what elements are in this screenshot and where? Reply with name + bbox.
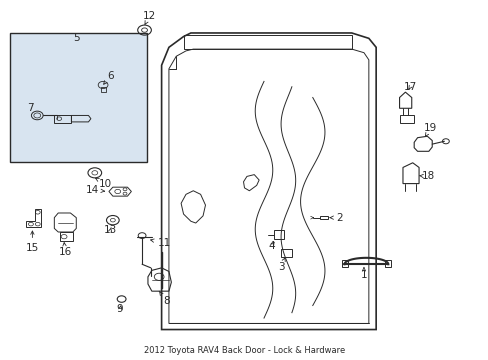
- Text: 11: 11: [150, 238, 170, 248]
- Text: 12: 12: [142, 11, 156, 24]
- Text: 10: 10: [96, 178, 112, 189]
- Text: 14: 14: [85, 185, 104, 195]
- Text: 1: 1: [360, 267, 366, 280]
- Text: 5: 5: [73, 33, 80, 43]
- Text: 15: 15: [26, 231, 39, 253]
- Text: 2012 Toyota RAV4 Back Door - Lock & Hardware: 2012 Toyota RAV4 Back Door - Lock & Hard…: [143, 346, 345, 355]
- Text: 16: 16: [58, 243, 72, 257]
- Text: 19: 19: [423, 123, 436, 136]
- Text: 8: 8: [159, 291, 169, 306]
- Text: 6: 6: [103, 71, 114, 84]
- Text: 9: 9: [117, 304, 123, 314]
- Bar: [384, 260, 390, 267]
- Bar: [10, 33, 147, 162]
- Text: 17: 17: [403, 82, 416, 92]
- Bar: [281, 249, 291, 257]
- Text: 18: 18: [419, 171, 434, 181]
- Text: 4: 4: [267, 241, 274, 251]
- Text: 13: 13: [103, 225, 117, 235]
- Text: 3: 3: [277, 258, 285, 272]
- Bar: [183, 35, 351, 49]
- Text: 2: 2: [329, 213, 342, 222]
- Bar: [341, 260, 347, 267]
- Bar: [273, 230, 283, 239]
- Text: 7: 7: [26, 103, 33, 113]
